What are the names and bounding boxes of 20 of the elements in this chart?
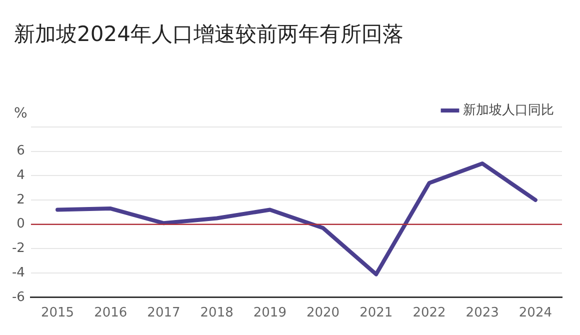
x-tick-label: 2023: [466, 306, 499, 321]
y-tick-label: -6: [12, 290, 25, 305]
x-tick-label: 2018: [200, 306, 234, 321]
x-tick-label: 2022: [412, 306, 446, 321]
y-tick-label: -2: [12, 241, 25, 256]
y-tick-label: 0: [16, 216, 25, 232]
x-tick-label: 2015: [40, 306, 74, 321]
y-tick-label: 6: [16, 144, 25, 159]
chart-title: 新加坡2024年人口增速较前两年有所回落: [14, 21, 404, 48]
x-tick-label: 2016: [94, 306, 128, 321]
y-tick-label: -4: [12, 265, 25, 280]
x-tick-label: 2020: [306, 306, 340, 321]
x-tick-label: 2017: [147, 306, 180, 321]
y-axis-title: %: [14, 106, 28, 122]
x-tick-label: 2019: [253, 306, 286, 321]
x-tick-label: 2024: [518, 306, 552, 321]
y-tick-label: 4: [16, 168, 25, 184]
y-tick-label: 2: [16, 192, 25, 208]
x-tick-label: 2021: [360, 306, 393, 321]
legend-label: 新加坡人口同比: [463, 102, 554, 118]
